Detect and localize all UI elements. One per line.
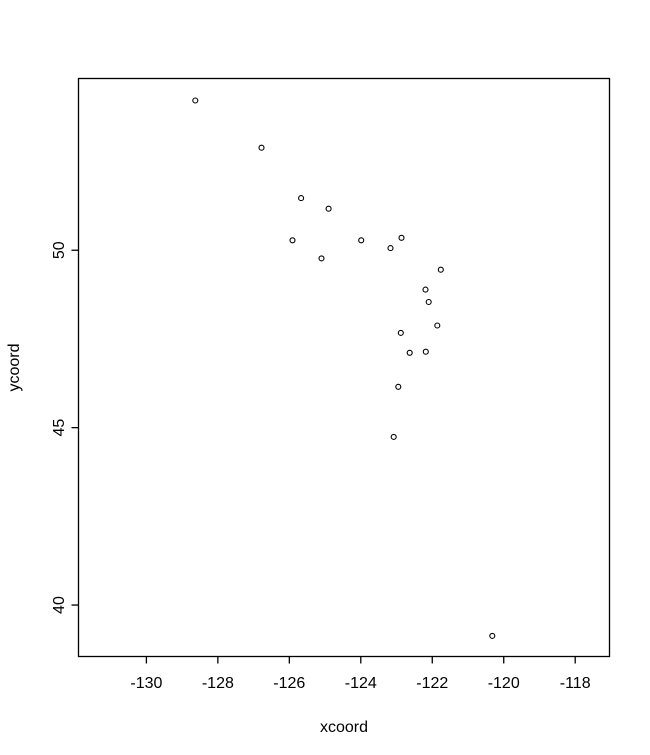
plot-box bbox=[77, 77, 611, 658]
y-tick-label: 50 bbox=[51, 241, 68, 259]
x-tick-label: -130 bbox=[130, 675, 162, 692]
y-tick-label: 45 bbox=[51, 419, 68, 437]
data-point bbox=[489, 632, 496, 639]
y-axis-title: ycoord bbox=[6, 343, 23, 391]
data-point bbox=[289, 237, 296, 244]
data-point bbox=[390, 433, 397, 440]
x-tick-label: -126 bbox=[273, 675, 305, 692]
data-point bbox=[298, 195, 305, 202]
x-tick-label: -122 bbox=[416, 675, 448, 692]
data-point bbox=[434, 322, 441, 329]
y-tick-label: 40 bbox=[51, 596, 68, 614]
data-point bbox=[397, 329, 404, 336]
x-tick-label: -118 bbox=[560, 675, 591, 692]
data-point bbox=[318, 255, 325, 262]
data-point bbox=[325, 205, 332, 212]
x-axis-title: xcoord bbox=[320, 719, 368, 736]
data-point bbox=[422, 348, 429, 355]
data-point bbox=[358, 237, 365, 244]
data-point bbox=[406, 349, 413, 356]
data-point bbox=[425, 298, 432, 306]
x-tick-label: -128 bbox=[202, 675, 234, 692]
data-point bbox=[192, 97, 199, 104]
data-point bbox=[387, 245, 394, 252]
data-point bbox=[422, 286, 429, 293]
data-point bbox=[398, 234, 405, 241]
data-point bbox=[258, 144, 265, 151]
x-tick-label: -124 bbox=[345, 675, 377, 692]
data-point bbox=[395, 383, 402, 390]
data-point bbox=[437, 266, 444, 273]
x-tick-label: -120 bbox=[488, 675, 520, 692]
